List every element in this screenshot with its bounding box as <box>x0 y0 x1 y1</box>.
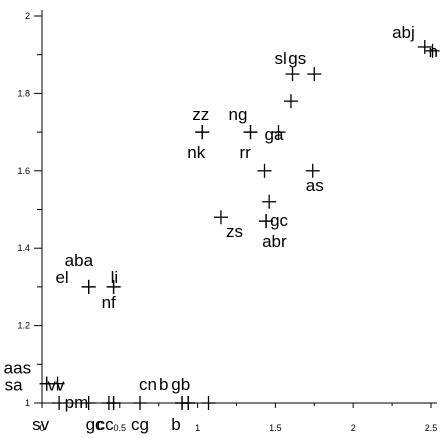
data-point-marker <box>195 125 210 140</box>
x-tick-label: 0 <box>39 423 44 433</box>
data-point-marker <box>243 125 258 140</box>
point-label: el <box>55 268 68 287</box>
point-label: nf <box>102 293 116 312</box>
x-tick-label: 2 <box>351 423 356 433</box>
point-label: b <box>159 375 168 394</box>
axes: 0 0.5 1 1.5 2 2.5 1 1.2 1.4 1.6 1.8 2 <box>17 10 437 433</box>
data-point-marker <box>262 194 277 209</box>
point-label: gb <box>171 375 190 394</box>
y-tick-label: 1.2 <box>17 321 30 331</box>
data-point-marker <box>305 163 320 178</box>
data-point-marker <box>257 163 272 178</box>
y-tick-label: 1 <box>25 398 30 408</box>
data-points <box>39 39 440 410</box>
point-label: as <box>306 176 324 195</box>
point-label: n <box>429 42 438 61</box>
point-label: sl <box>275 49 287 68</box>
x-tick-label: 2.5 <box>425 423 438 433</box>
data-point-marker <box>417 39 432 54</box>
data-point-marker <box>81 396 96 410</box>
y-tick-label: 1.6 <box>17 166 30 176</box>
point-label: sa <box>5 376 24 395</box>
point-label: ga <box>265 125 284 144</box>
point-label: cc <box>97 415 115 434</box>
y-tick-label: 2 <box>25 11 30 21</box>
data-point-marker <box>259 214 274 229</box>
x-tick-label: 1 <box>195 423 200 433</box>
point-label: pm <box>65 393 89 412</box>
point-label: aas <box>4 359 31 378</box>
point-label: aba <box>65 251 94 270</box>
data-point-marker <box>106 279 121 294</box>
data-point-marker <box>50 376 65 391</box>
point-label: rr <box>240 143 252 162</box>
point-label: abr <box>262 232 287 251</box>
data-point-marker <box>81 279 96 294</box>
data-point-marker <box>307 67 322 82</box>
data-point-marker <box>106 396 121 410</box>
data-point-marker <box>271 125 286 140</box>
point-label: cn <box>139 375 157 394</box>
point-label: cg <box>131 415 149 434</box>
y-tick-label: 1.8 <box>17 88 30 98</box>
point-label: ng <box>229 105 248 124</box>
x-tick-label: 0.5 <box>114 423 127 433</box>
data-point-marker <box>283 94 298 109</box>
point-label: b <box>171 415 180 434</box>
point-label: abj <box>392 23 415 42</box>
point-label: zs <box>226 222 243 241</box>
data-point-marker <box>181 396 196 410</box>
data-point-marker <box>213 210 228 225</box>
point-label: gs <box>288 49 306 68</box>
x-tick-label: 1.5 <box>269 423 282 433</box>
point-label: vv <box>48 376 65 395</box>
point-label: gc <box>86 415 104 434</box>
point-label: sv <box>32 415 50 434</box>
data-point-marker <box>52 396 67 410</box>
data-point-marker <box>201 396 216 410</box>
point-label: li <box>111 268 119 287</box>
y-tick-label: 1.4 <box>17 243 30 253</box>
point-label: zz <box>192 105 209 124</box>
data-point-marker <box>285 67 300 82</box>
data-point-marker <box>133 396 148 410</box>
point-label: gc <box>270 211 288 230</box>
point-label: nk <box>187 143 205 162</box>
data-point-marker <box>425 43 440 58</box>
